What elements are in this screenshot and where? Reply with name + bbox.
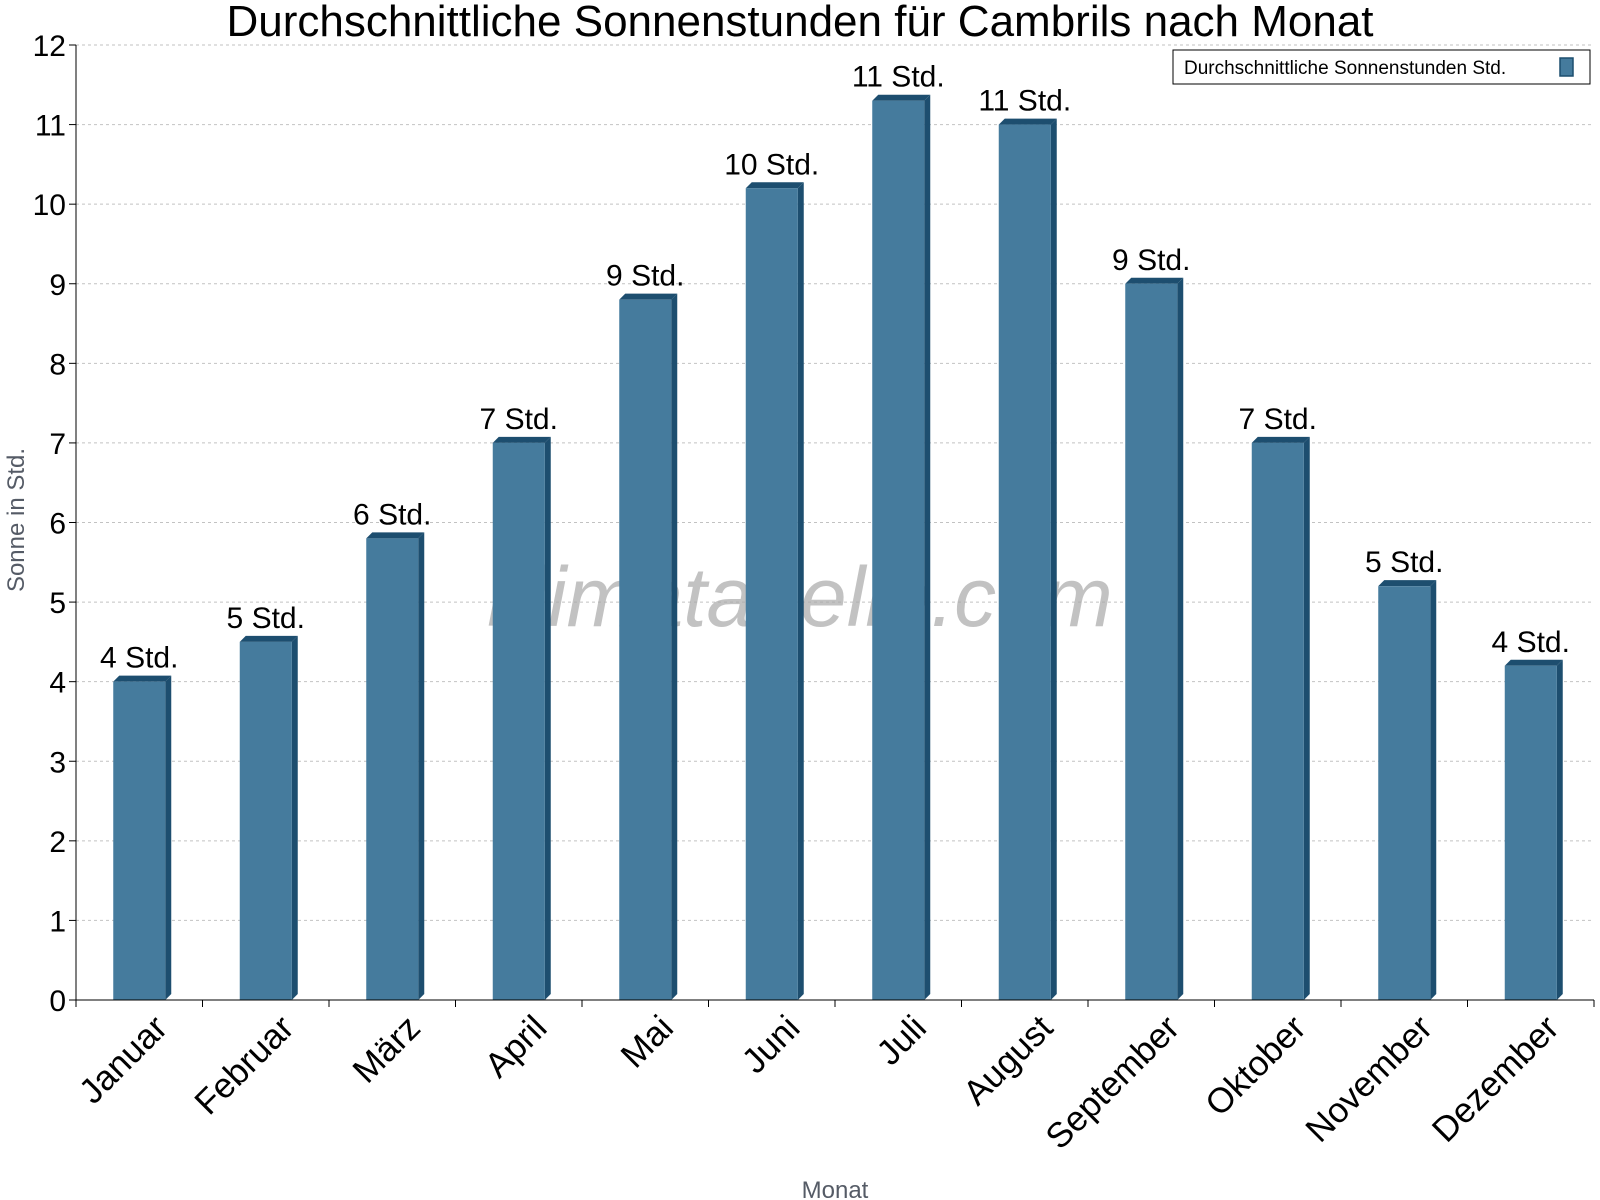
data-label: 7 Std. (480, 403, 558, 436)
y-tick-label: 6 (49, 508, 66, 541)
data-label: 9 Std. (1112, 244, 1190, 277)
bar-front (1378, 586, 1431, 1000)
data-label: 4 Std. (100, 642, 178, 675)
bar-front (872, 100, 925, 1001)
data-label: 6 Std. (353, 498, 431, 531)
bar (1125, 277, 1184, 1000)
data-label: 10 Std. (724, 148, 819, 181)
data-label: 5 Std. (1365, 546, 1443, 579)
bar-front (113, 681, 166, 1000)
x-tick-label: Oktober (1198, 1008, 1314, 1124)
x-tick-label: Dezember (1425, 1008, 1567, 1150)
bar-top (872, 94, 931, 101)
bar-top (1504, 659, 1563, 666)
bar (619, 293, 678, 1001)
x-tick-label: Mai (613, 1008, 680, 1075)
bar-side (797, 182, 804, 1000)
bar (366, 532, 425, 1000)
bar-side (1556, 659, 1563, 1000)
data-label: 7 Std. (1239, 403, 1317, 436)
y-tick-label: 8 (49, 348, 66, 381)
bar (872, 94, 931, 1001)
data-label: 9 Std. (606, 260, 684, 293)
chart-title: Durchschnittliche Sonnenstunden für Camb… (226, 0, 1373, 46)
bar-side (671, 293, 678, 1001)
bar (1251, 436, 1310, 1001)
y-tick-label: 9 (49, 269, 66, 302)
y-tick-label: 3 (49, 746, 66, 779)
bar-front (239, 641, 292, 1000)
x-tick-label: November (1298, 1008, 1440, 1150)
axes (69, 44, 1595, 1007)
bar-side (924, 94, 931, 1001)
bar-front (1251, 442, 1304, 1001)
x-tick-label: Juli (869, 1008, 934, 1073)
grid-lines (76, 44, 1594, 921)
bar-side (418, 532, 425, 1000)
bar-front (1504, 665, 1557, 1000)
y-tick-label: 4 (49, 667, 66, 700)
bar-front (745, 188, 798, 1000)
data-labels: 4 Std. 5 Std. 6 Std. 7 Std. 9 Std. 10 Std. 11 … (100, 61, 1570, 675)
bar-top (745, 182, 804, 189)
bar (239, 635, 298, 1000)
bar-top (1378, 580, 1437, 587)
x-tick-label: März (345, 1008, 428, 1091)
legend-box (1172, 49, 1591, 85)
legend-swatch (1559, 57, 1574, 77)
bar-front (366, 538, 419, 1000)
x-tick-label: Juni (734, 1008, 807, 1081)
y-tick-label: 1 (49, 905, 66, 938)
y-tick-label: 5 (49, 587, 66, 620)
bar (113, 675, 172, 1000)
bar (492, 436, 551, 1001)
legend-label: Durchschnittliche Sonnenstunden Std. (1184, 58, 1506, 79)
bar-series (113, 94, 1563, 1001)
x-axis-title: Monat (802, 1177, 869, 1200)
bar-front (492, 442, 545, 1001)
data-label: 11 Std. (978, 85, 1071, 118)
bar-front (1125, 283, 1178, 1000)
x-tick-label: Januar (72, 1008, 175, 1111)
y-tick-label: 0 (49, 985, 66, 1018)
bar-top (998, 118, 1057, 125)
bar-side (544, 436, 551, 1001)
bar-top (366, 532, 425, 539)
y-tick-label: 10 (33, 189, 66, 222)
bar-top (619, 293, 678, 300)
y-tick-label: 7 (49, 428, 66, 461)
bar-front (998, 124, 1051, 1001)
bar-top (1125, 277, 1184, 284)
x-tick-label: August (956, 1008, 1061, 1113)
bar-side (1430, 580, 1437, 1000)
bar-side (1050, 118, 1057, 1001)
y-axis-title: Sonne in Std. (3, 448, 30, 592)
data-label: 4 Std. (1492, 626, 1570, 659)
y-tick-label: 11 (35, 110, 66, 143)
data-label: 11 Std. (852, 61, 945, 94)
bar (1504, 659, 1563, 1000)
x-tick-label: April (477, 1008, 554, 1085)
bar-side (165, 675, 172, 1000)
bar-top (1251, 436, 1310, 443)
bar (998, 118, 1057, 1001)
bar-top (239, 635, 298, 642)
y-tick-label: 12 (33, 30, 66, 63)
bar-top (492, 436, 551, 443)
bar-side (1303, 436, 1310, 1001)
bar-front (619, 299, 672, 1001)
bar-side (1177, 277, 1184, 1000)
bar-top (113, 675, 172, 682)
x-tick-labels: Januar Februar März April Mai Juni Juli AugustS… (72, 1008, 1567, 1157)
y-tick-label: 2 (49, 826, 66, 859)
legend: Durchschnittliche Sonnenstunden Std. (1172, 49, 1591, 85)
bar (1378, 580, 1437, 1000)
x-tick-label: Februar (187, 1008, 301, 1122)
data-label: 5 Std. (227, 602, 305, 635)
bar-side (291, 635, 298, 1000)
bar (745, 182, 804, 1000)
x-tick-label: September (1038, 1008, 1187, 1157)
